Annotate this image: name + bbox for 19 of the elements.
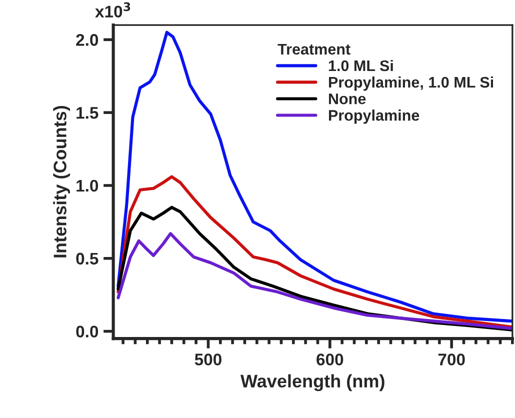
line-series xyxy=(116,232,512,330)
line-series xyxy=(116,175,512,328)
text: x10$^{3}$ xyxy=(95,2,130,18)
x-tick-label: 500 xyxy=(194,354,222,366)
legend-label: Propylamine, 1.0 ML Si xyxy=(328,76,494,91)
legend-label: Propylamine xyxy=(328,110,420,124)
y-axis-title: Intensity (Counts) xyxy=(53,106,70,258)
y-tick-label: 1.5 xyxy=(76,107,98,119)
legend-label: 1.0 ML Si xyxy=(328,60,393,72)
y-tick-label: 0.5 xyxy=(76,252,98,265)
x-tick-label: 600 xyxy=(316,354,344,366)
y-tick-label: 1.0 xyxy=(76,180,98,192)
legend-label: None xyxy=(328,94,366,104)
y-tick-label: 2.0 xyxy=(76,34,98,46)
legend-title: Treatment xyxy=(278,44,350,55)
x-tick-label: 700 xyxy=(438,354,465,366)
line-series xyxy=(116,30,512,323)
x-axis-title: Wavelength (nm) xyxy=(240,374,384,392)
y-tick-label: 0.0 xyxy=(76,326,98,338)
